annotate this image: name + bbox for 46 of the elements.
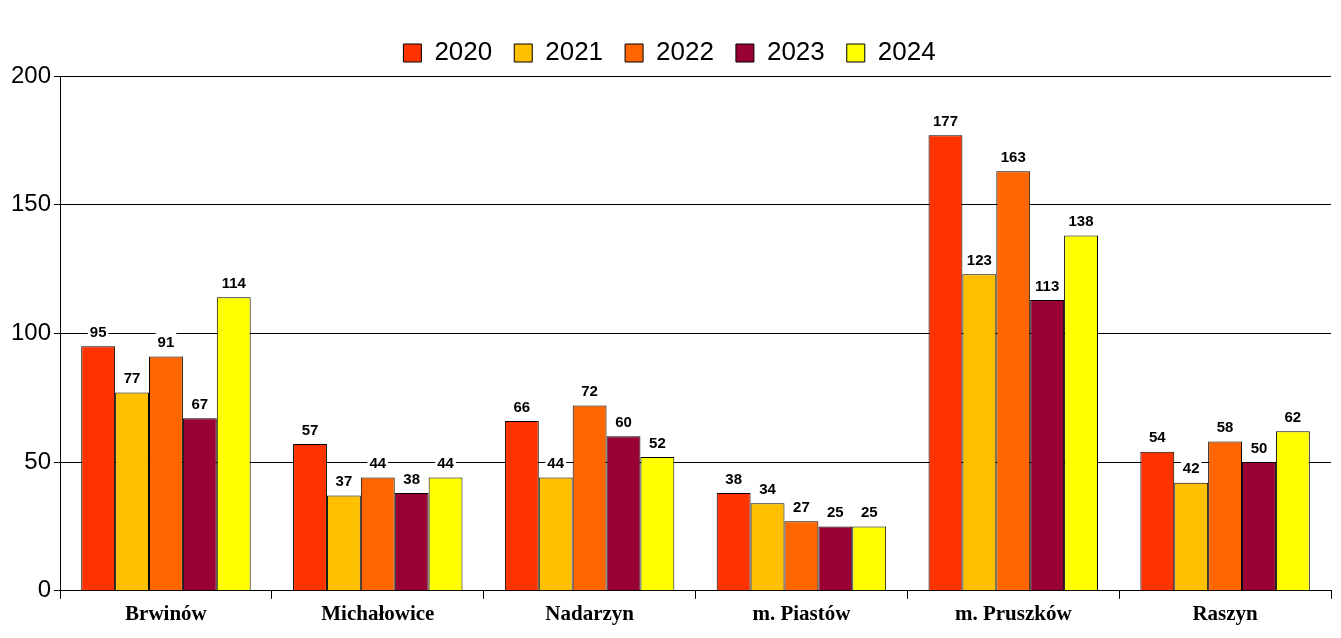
data-label: 54 (1148, 428, 1167, 446)
x-tick-label: m. Piastów (752, 600, 852, 625)
x-tick-label: Raszyn (1192, 600, 1259, 625)
data-label: 50 (1250, 438, 1268, 456)
data-label: 114 (221, 274, 247, 291)
data-label: 44 (547, 454, 565, 472)
data-label: 177 (932, 111, 958, 129)
data-label: 42 (1182, 459, 1200, 477)
x-tick-label: Michałowice (321, 600, 435, 625)
data-label: 57 (301, 420, 319, 438)
data-label: 113 (1035, 276, 1060, 294)
data-label: 95 (89, 322, 107, 340)
y-tick-label: 50 (24, 446, 52, 474)
data-label: 77 (123, 369, 141, 387)
legend-label: 2022 (656, 36, 714, 67)
legend-label: 2020 (434, 36, 493, 67)
x-tick-label: Nadarzyn (545, 600, 635, 625)
data-label: 38 (725, 469, 742, 487)
data-label: 72 (581, 382, 598, 400)
data-label: 60 (615, 413, 632, 430)
data-label: 67 (191, 394, 209, 412)
legend-label: 2021 (545, 36, 604, 67)
data-label: 123 (966, 250, 992, 268)
y-tick-label: 200 (11, 60, 52, 88)
x-tick-label: m. Pruszków (954, 600, 1073, 625)
data-label: 58 (1216, 418, 1234, 436)
data-label: 44 (437, 454, 455, 472)
data-label: 62 (1284, 407, 1302, 425)
data-label: 34 (759, 479, 777, 497)
data-label: 37 (335, 472, 353, 490)
data-label: 25 (826, 503, 844, 521)
legend-label: 2024 (877, 36, 936, 67)
legend-label: 2023 (766, 36, 825, 67)
data-label: 38 (403, 469, 421, 487)
data-label: 138 (1068, 212, 1094, 230)
y-tick-label: 150 (11, 189, 52, 217)
data-label: 25 (860, 503, 878, 521)
data-label: 66 (513, 397, 531, 415)
data-label: 163 (1000, 147, 1026, 165)
data-label: 52 (649, 433, 666, 451)
data-label: 91 (157, 333, 175, 351)
data-label: 44 (369, 454, 387, 472)
x-tick-label: Brwinów (125, 600, 208, 625)
data-label: 27 (793, 497, 810, 515)
y-tick-label: 0 (37, 575, 52, 603)
y-tick-label: 100 (11, 318, 52, 346)
